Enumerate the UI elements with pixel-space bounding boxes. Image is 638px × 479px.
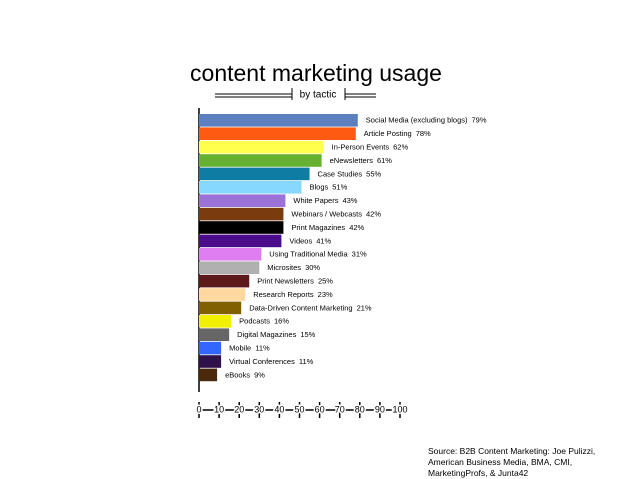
x-tick-label: 0 [196,404,201,414]
bar-value-label: 78% [416,129,431,138]
bar-category-label: Webinars / Webcasts [291,209,362,218]
bar [199,127,356,140]
bar-value-label: 9% [254,370,265,379]
bar-category-label: eBooks [225,370,250,379]
bar-value-label: 51% [332,183,347,192]
bar [199,207,284,221]
bar-category-label: Data-Driven Content Marketing [249,303,352,312]
bar [199,261,260,274]
bar-category-label: Podcasts [239,317,270,326]
bar [199,355,222,368]
bar [199,315,232,328]
x-tick-label: 40 [274,404,284,414]
bar [199,167,310,181]
bar-category-label: Case Studies [318,169,363,178]
bar-value-label: 55% [366,169,381,178]
bar-category-label: In-Person Events [332,142,390,151]
bar [199,288,246,301]
bar [199,234,282,248]
bar-value-label: 11% [255,343,270,352]
chart-title: content marketing usage [190,60,442,86]
bar-value-label: 42% [349,223,364,232]
bar-category-label: Research Reports [253,290,314,299]
bar [199,181,302,194]
bar-value-label: 62% [393,142,408,151]
bar-category-label: Using Traditional Media [269,250,348,259]
bar-value-label: 11% [299,357,314,366]
bar-category-label: Virtual Conferences [229,357,295,366]
bar-value-label: 42% [366,209,381,218]
bar-value-label: 61% [377,156,392,165]
bar-value-label: 41% [316,236,331,245]
x-tick-label: 90 [375,404,385,414]
bar [199,140,324,154]
bar-value-label: 79% [472,116,487,125]
x-tick-label: 10 [214,404,224,414]
bar-category-label: eNewsletters [330,156,374,165]
bar-category-label: Videos [289,236,312,245]
x-tick-label: 50 [294,404,304,414]
source-note: Source: B2B Content Marketing: Joe Puliz… [428,446,596,478]
bar [199,248,262,261]
bar-category-label: Mobile [229,343,251,352]
bar-value-label: 31% [352,250,367,259]
bar-value-label: 23% [318,290,333,299]
bar-value-label: 16% [274,317,289,326]
chart-subtitle: by tactic [300,90,337,101]
x-tick-label: 60 [315,404,325,414]
bar-category-label: Social Media (excluding blogs) [366,116,468,125]
bar [199,301,242,315]
bar [199,328,230,341]
bar [199,341,222,355]
x-tick-label: 100 [392,404,407,414]
bar-category-label: Article Posting [364,129,412,138]
bar [199,154,322,167]
bar [199,368,218,382]
x-tick-label: 20 [234,404,244,414]
bar-category-label: Print Magazines [291,223,345,232]
bar [199,221,284,234]
x-tick-label: 70 [335,404,345,414]
bar-value-label: 25% [318,276,333,285]
bar [199,194,286,207]
bar-value-label: 15% [300,330,315,339]
bar-category-label: Digital Magazines [237,330,296,339]
x-tick-label: 30 [254,404,264,414]
bar-value-label: 43% [342,196,357,205]
bar-category-label: Print Newsletters [257,276,314,285]
x-tick-label: 80 [355,404,365,414]
bar [199,274,250,288]
bar-category-label: White Papers [293,196,338,205]
bar-value-label: 30% [305,263,320,272]
subtitle-bracket [215,88,376,100]
bar-value-label: 21% [357,303,372,312]
bar-category-label: Blogs [310,183,329,192]
bar-category-label: Microsites [267,263,301,272]
bar [199,114,358,127]
